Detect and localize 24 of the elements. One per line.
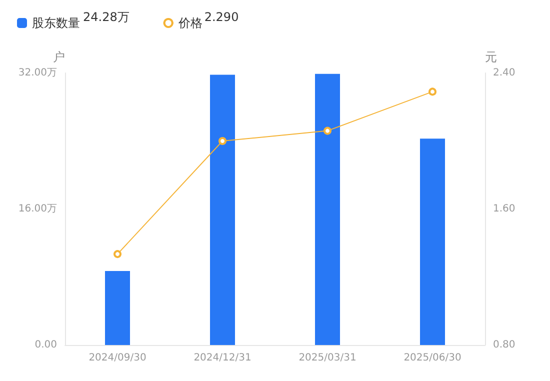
bar: [315, 74, 340, 345]
x-tick-label: 2024/12/31: [194, 352, 252, 364]
legend-label: 价格: [177, 16, 202, 30]
y2-tick-label: 0.80: [493, 340, 516, 350]
point: [218, 137, 226, 145]
point: [324, 126, 332, 135]
bar: [210, 74, 235, 345]
y-axis-title: 户: [53, 50, 65, 64]
x-tick-label: 2025/03/31: [298, 352, 356, 364]
y-tick-label: 32.00万: [18, 68, 57, 78]
y-tick-label: 16.00万: [18, 204, 57, 214]
x-tick-label: 2024/09/30: [88, 352, 146, 364]
x-tick-label: 2025/06/30: [404, 352, 462, 364]
text: 2.290: [204, 10, 239, 24]
legend-label: 股东数量: [32, 16, 80, 30]
text: 24.28万: [83, 10, 130, 24]
y-tick-label: 0.00: [34, 340, 57, 350]
point: [428, 88, 436, 96]
y2-axis-title: 元: [485, 50, 497, 64]
bar: [420, 138, 445, 345]
point: [114, 250, 122, 258]
bar: [105, 271, 130, 345]
y2-tick-label: 1.60: [493, 204, 516, 214]
y2-tick-label: 2.40: [493, 68, 516, 78]
